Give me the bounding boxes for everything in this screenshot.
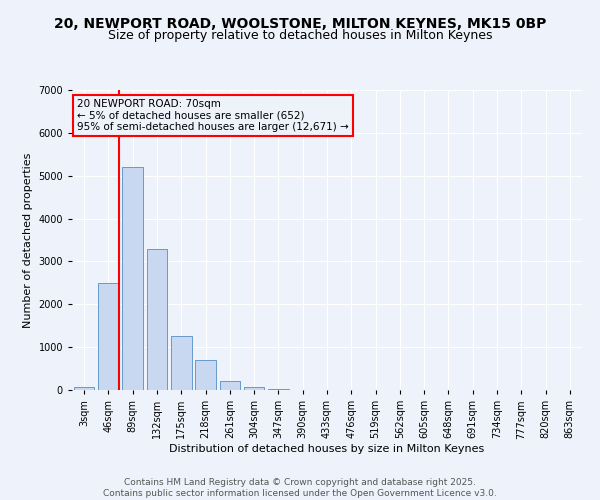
Bar <box>98 283 119 390</box>
Text: Contains HM Land Registry data © Crown copyright and database right 2025.
Contai: Contains HM Land Registry data © Crown c… <box>103 478 497 498</box>
Bar <box>195 360 216 390</box>
Text: 20 NEWPORT ROAD: 70sqm
← 5% of detached houses are smaller (652)
95% of semi-det: 20 NEWPORT ROAD: 70sqm ← 5% of detached … <box>77 99 349 132</box>
X-axis label: Distribution of detached houses by size in Milton Keynes: Distribution of detached houses by size … <box>169 444 485 454</box>
Bar <box>220 382 240 390</box>
Bar <box>122 167 143 390</box>
Bar <box>146 248 167 390</box>
Y-axis label: Number of detached properties: Number of detached properties <box>23 152 33 328</box>
Text: 20, NEWPORT ROAD, WOOLSTONE, MILTON KEYNES, MK15 0BP: 20, NEWPORT ROAD, WOOLSTONE, MILTON KEYN… <box>54 18 546 32</box>
Bar <box>171 336 191 390</box>
Bar <box>244 386 265 390</box>
Text: Size of property relative to detached houses in Milton Keynes: Size of property relative to detached ho… <box>108 29 492 42</box>
Bar <box>74 388 94 390</box>
